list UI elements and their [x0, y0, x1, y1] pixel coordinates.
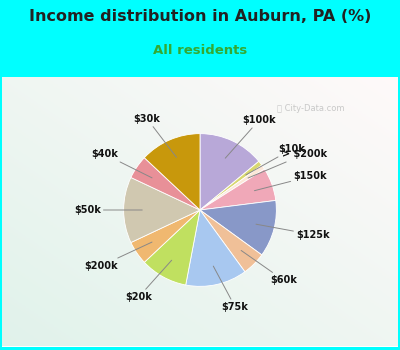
Wedge shape — [131, 210, 200, 262]
Text: $50k: $50k — [74, 205, 142, 215]
Text: $10k: $10k — [246, 144, 305, 175]
Text: $100k: $100k — [225, 115, 276, 158]
Text: $125k: $125k — [256, 224, 330, 240]
Wedge shape — [200, 165, 264, 210]
Wedge shape — [144, 134, 200, 210]
Text: $60k: $60k — [241, 251, 297, 285]
Wedge shape — [131, 158, 200, 210]
Text: ⓘ City-Data.com: ⓘ City-Data.com — [277, 104, 344, 113]
Wedge shape — [200, 134, 259, 210]
Wedge shape — [124, 177, 200, 243]
Text: $30k: $30k — [134, 114, 176, 158]
Wedge shape — [186, 210, 245, 286]
Text: Income distribution in Auburn, PA (%): Income distribution in Auburn, PA (%) — [29, 9, 371, 24]
Wedge shape — [144, 210, 200, 285]
Text: $20k: $20k — [125, 260, 172, 302]
Text: $40k: $40k — [91, 149, 152, 178]
Text: > $200k: > $200k — [248, 149, 327, 178]
Wedge shape — [200, 210, 262, 272]
Wedge shape — [200, 161, 262, 210]
Text: $150k: $150k — [254, 172, 327, 191]
Text: $200k: $200k — [84, 242, 152, 271]
Wedge shape — [200, 169, 276, 210]
Text: $75k: $75k — [213, 266, 248, 312]
Wedge shape — [200, 201, 276, 255]
Text: All residents: All residents — [153, 44, 247, 57]
